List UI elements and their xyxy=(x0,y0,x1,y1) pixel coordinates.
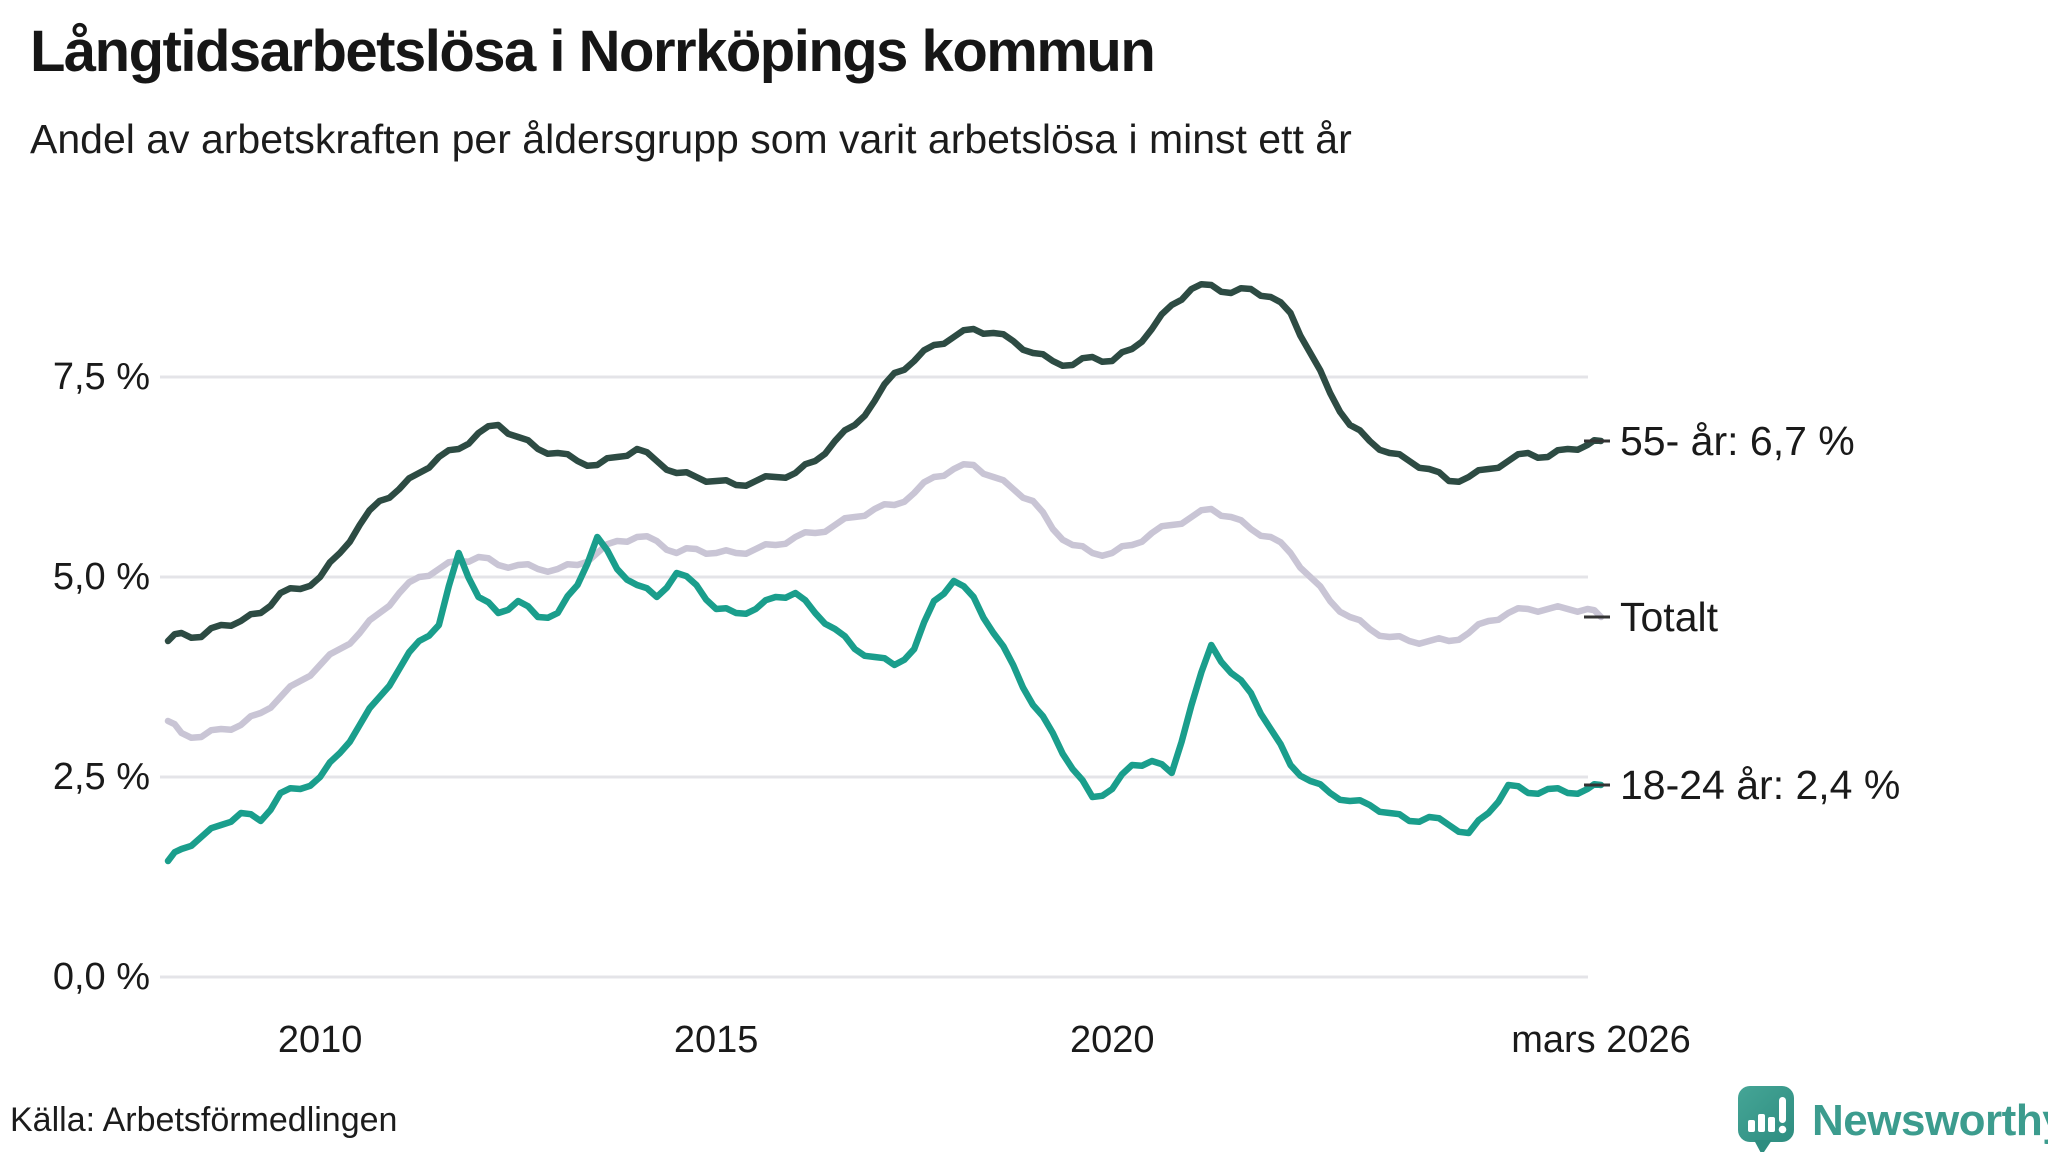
series-line-55-år xyxy=(164,280,1605,645)
series-end-label: 18-24 år: 2,4 % xyxy=(1620,762,1900,808)
brand-wordmark: Newsworthy xyxy=(1812,1096,2048,1145)
page-title: Långtidsarbetslösa i Norrköpings kommun xyxy=(30,19,1156,84)
series-end-label: 55- år: 6,7 % xyxy=(1620,418,1855,464)
x-axis-tick-label: 2015 xyxy=(674,1019,759,1061)
newsworthy-logo-icon xyxy=(1738,1086,1794,1152)
chart-subtitle: Andel av arbetskraften per åldersgrupp s… xyxy=(30,116,1352,162)
series-line-totalt xyxy=(164,460,1605,742)
source-note: Källa: Arbetsförmedlingen xyxy=(10,1101,398,1139)
x-axis-tick-label: 2010 xyxy=(278,1019,363,1061)
y-axis-tick-label: 2,5 % xyxy=(53,756,150,798)
x-axis-tick-label: mars 2026 xyxy=(1511,1019,1691,1061)
x-axis-tick-label: 2020 xyxy=(1070,1019,1155,1061)
y-axis-tick-label: 7,5 % xyxy=(53,356,150,398)
series-end-label: Totalt xyxy=(1620,594,1719,640)
y-axis-tick-label: 0,0 % xyxy=(53,956,150,998)
y-axis-tick-label: 5,0 % xyxy=(53,556,150,598)
brand-footer: Newsworthy xyxy=(1738,1086,2048,1152)
series-line-18-24-år xyxy=(164,533,1605,865)
